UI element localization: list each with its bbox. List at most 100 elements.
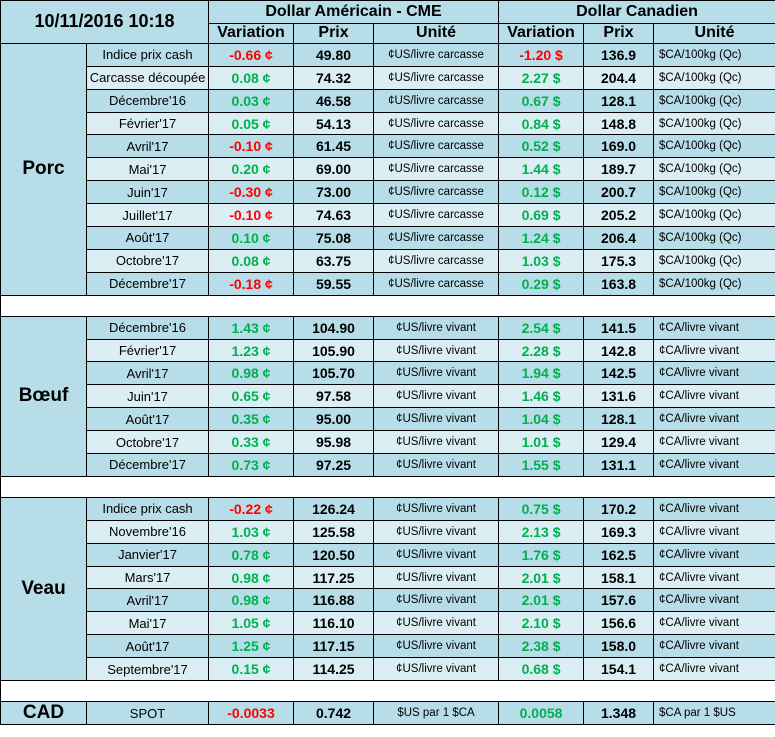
row-label: Juillet'17 (85, 203, 210, 228)
cad-variation: 2.28 $ (498, 338, 585, 363)
usd-variation: 0.98 ¢ (208, 361, 295, 386)
table-row: Carcasse découpée 0.08 ¢ 74.32 ¢US/livre ca… (1, 65, 775, 90)
row-label: Avril'17 (85, 361, 210, 386)
datetime-cell: 10/11/2016 10:18 (0, 0, 210, 44)
usd-unit: ¢US/livre carcasse (373, 157, 500, 182)
row-label: Décembre'17 (85, 453, 210, 477)
table-row: Juin'17 0.65 ¢ 97.58 ¢US/livre vivant 1.46 $… (1, 384, 775, 409)
usd-variation: 0.65 ¢ (208, 384, 295, 409)
usd-variation: 0.10 ¢ (208, 226, 295, 250)
cad-variation: 2.27 $ (498, 65, 585, 90)
usd-price: 69.00 (293, 157, 375, 182)
table-row: Août'17 0.35 ¢ 95.00 ¢US/livre vivant 1.04 $… (1, 407, 775, 432)
usd-price: 74.63 (293, 203, 375, 228)
usd-variation: 0.33 ¢ (208, 430, 295, 455)
cad-variation: 0.67 $ (498, 88, 585, 113)
usd-variation: 0.05 ¢ (208, 111, 295, 136)
cad-unite-header: Unité (653, 22, 775, 44)
cad-variation: 1.24 $ (498, 226, 585, 250)
table-row: Juin'17 -0.30 ¢ 73.00 ¢US/livre carcasse 0.1… (1, 180, 775, 205)
usd-variation: 1.25 ¢ (208, 634, 295, 659)
row-label: Mai'17 (85, 611, 210, 636)
usd-price: 0.742 (293, 701, 375, 726)
cad-unit: $CA/100kg (Qc) (653, 65, 775, 90)
cad-price: 131.1 (583, 453, 655, 477)
usd-unit: ¢US/livre carcasse (373, 271, 500, 296)
table-row: Mai'17 1.05 ¢ 116.10 ¢US/livre vivant 2.10 $… (1, 611, 775, 636)
cad-price: 157.6 (583, 588, 655, 613)
usd-price: 49.80 (293, 42, 375, 67)
usd-variation: 0.03 ¢ (208, 88, 295, 113)
usd-variation: -0.10 ¢ (208, 134, 295, 159)
cad-variation: 0.69 $ (498, 203, 585, 228)
usd-variation: -0.18 ¢ (208, 271, 295, 296)
cad-price: 170.2 (583, 496, 655, 521)
usd-variation: -0.10 ¢ (208, 203, 295, 228)
cad-price: 205.2 (583, 203, 655, 228)
cad-unit: ¢CA/livre vivant (653, 384, 775, 409)
table-row: Avril'17 0.98 ¢ 116.88 ¢US/livre vivant 2.01… (1, 588, 775, 613)
row-label: Novembre'16 (85, 519, 210, 544)
cad-price: 156.6 (583, 611, 655, 636)
cad-variation: 2.01 $ (498, 565, 585, 590)
row-label: Mai'17 (85, 157, 210, 182)
cad-unit: $CA/100kg (Qc) (653, 134, 775, 159)
table-row: Décembre'17 0.73 ¢ 97.25 ¢US/livre vivant 1.… (1, 453, 775, 477)
table-body: Porc Indice prix cash -0.66 ¢ 49.80 ¢US/livr… (0, 42, 775, 726)
cad-unit: $CA/100kg (Qc) (653, 203, 775, 228)
cad-variation: 0.0058 (498, 701, 585, 726)
usd-variation: 0.73 ¢ (208, 453, 295, 477)
usd-variation: 0.08 ¢ (208, 65, 295, 90)
table-row: Porc Indice prix cash -0.66 ¢ 49.80 ¢US/livr… (0, 42, 775, 296)
row-label: Mars'17 (85, 565, 210, 590)
usd-unit: $US par 1 $CA (373, 701, 500, 726)
usd-variation-header: Variation (208, 22, 295, 44)
usd-unit: ¢US/livre vivant (373, 657, 500, 682)
usd-price: 61.45 (293, 134, 375, 159)
header-row-columns: Variation Prix Unité Variation Prix Unit… (1, 22, 775, 44)
cad-price: 206.4 (583, 226, 655, 250)
cad-variation: -1.20 $ (498, 42, 585, 67)
usd-unit: ¢US/livre carcasse (373, 248, 500, 273)
row-label: Février'17 (85, 338, 210, 363)
row-label: Avril'17 (85, 134, 210, 159)
cad-variation: 2.10 $ (498, 611, 585, 636)
usd-price: 75.08 (293, 226, 375, 250)
cad-variation: 1.44 $ (498, 157, 585, 182)
usd-unit: ¢US/livre vivant (373, 519, 500, 544)
cad-price: 204.4 (583, 65, 655, 90)
cad-prix-header: Prix (583, 22, 655, 44)
usd-unit: ¢US/livre carcasse (373, 226, 500, 250)
cad-variation: 2.13 $ (498, 519, 585, 544)
usd-variation: 0.98 ¢ (208, 588, 295, 613)
usd-price: 120.50 (293, 542, 375, 567)
usd-unit: ¢US/livre vivant (373, 384, 500, 409)
usd-unite-header: Unité (373, 22, 500, 44)
cad-variation: 1.94 $ (498, 361, 585, 386)
cad-variation: 1.55 $ (498, 453, 585, 477)
cad-price: 162.5 (583, 542, 655, 567)
usd-unit: ¢US/livre carcasse (373, 111, 500, 136)
table-row: Veau Indice prix cash -0.22 ¢ 126.24 ¢US/liv… (0, 496, 775, 682)
usd-variation: 1.05 ¢ (208, 611, 295, 636)
cad-unit: $CA par 1 $US (653, 701, 775, 726)
cad-unit: ¢CA/livre vivant (653, 565, 775, 590)
cad-price: 129.4 (583, 430, 655, 455)
group-label: Bœuf (0, 315, 87, 477)
usd-variation: 0.08 ¢ (208, 248, 295, 273)
usd-price: 105.70 (293, 361, 375, 386)
spacer-row (0, 680, 775, 703)
table-row: Décembre'16 0.03 ¢ 46.58 ¢US/livre carcasse… (1, 88, 775, 113)
cad-unit: $CA/100kg (Qc) (653, 111, 775, 136)
cad-price: 136.9 (583, 42, 655, 67)
cad-price: 158.0 (583, 634, 655, 659)
usd-unit: ¢US/livre carcasse (373, 65, 500, 90)
table-row: Novembre'16 1.03 ¢ 125.58 ¢US/livre vivant 2… (1, 519, 775, 544)
usd-unit: ¢US/livre vivant (373, 407, 500, 432)
table-row: Bœuf Décembre'16 1.43 ¢ 104.90 ¢US/livre viv… (0, 315, 775, 477)
table-row: Octobre'17 0.33 ¢ 95.98 ¢US/livre vivant 1.0… (1, 430, 775, 455)
table-row: Septembre'17 0.15 ¢ 114.25 ¢US/livre vivant… (1, 657, 775, 682)
usd-unit: ¢US/livre vivant (373, 430, 500, 455)
spacer-cell (0, 475, 775, 498)
row-label: Octobre'17 (85, 248, 210, 273)
